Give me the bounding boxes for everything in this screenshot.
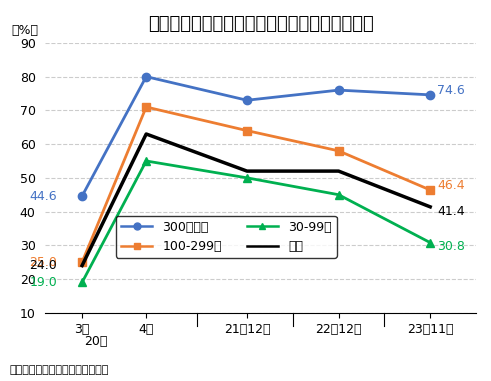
Text: 41.4: 41.4 [437, 205, 465, 218]
30-99人 [244, 176, 250, 180]
300人以上 [336, 88, 342, 93]
Text: 24.0: 24.0 [29, 259, 57, 272]
全体 [143, 132, 149, 136]
100-299人 [427, 188, 433, 192]
Text: 19.0: 19.0 [29, 276, 57, 289]
Line: 全体: 全体 [82, 134, 430, 266]
Line: 30-99人: 30-99人 [78, 157, 435, 287]
30-99人 [143, 159, 149, 163]
300人以上 [244, 98, 250, 102]
Line: 100-299人: 100-299人 [78, 103, 435, 266]
Text: （出所）東京都より大和総研作成: （出所）東京都より大和総研作成 [10, 365, 109, 375]
Text: 20年: 20年 [84, 335, 108, 348]
Line: 300人以上: 300人以上 [78, 72, 435, 200]
300人以上 [427, 93, 433, 97]
Text: 30.8: 30.8 [437, 240, 465, 253]
100-299人 [79, 260, 85, 264]
全体 [336, 169, 342, 173]
30-99人 [427, 240, 433, 245]
Legend: 300人以上, 100-299人, 30-99人, 全体: 300人以上, 100-299人, 30-99人, 全体 [116, 216, 337, 258]
300人以上 [79, 194, 85, 199]
全体 [79, 263, 85, 268]
100-299人 [336, 149, 342, 153]
300人以上 [143, 74, 149, 79]
Text: 44.6: 44.6 [29, 190, 57, 203]
30-99人 [336, 192, 342, 197]
100-299人 [143, 105, 149, 109]
Title: 東京都における企業規模別のテレワーク実施率: 東京都における企業規模別のテレワーク実施率 [148, 15, 374, 33]
Text: 74.6: 74.6 [437, 84, 465, 97]
全体 [244, 169, 250, 173]
Text: 46.4: 46.4 [437, 179, 465, 192]
100-299人 [244, 128, 250, 133]
全体 [427, 205, 433, 209]
Text: （%）: （%） [11, 24, 38, 37]
Text: 25.0: 25.0 [29, 256, 57, 269]
30-99人 [79, 280, 85, 285]
